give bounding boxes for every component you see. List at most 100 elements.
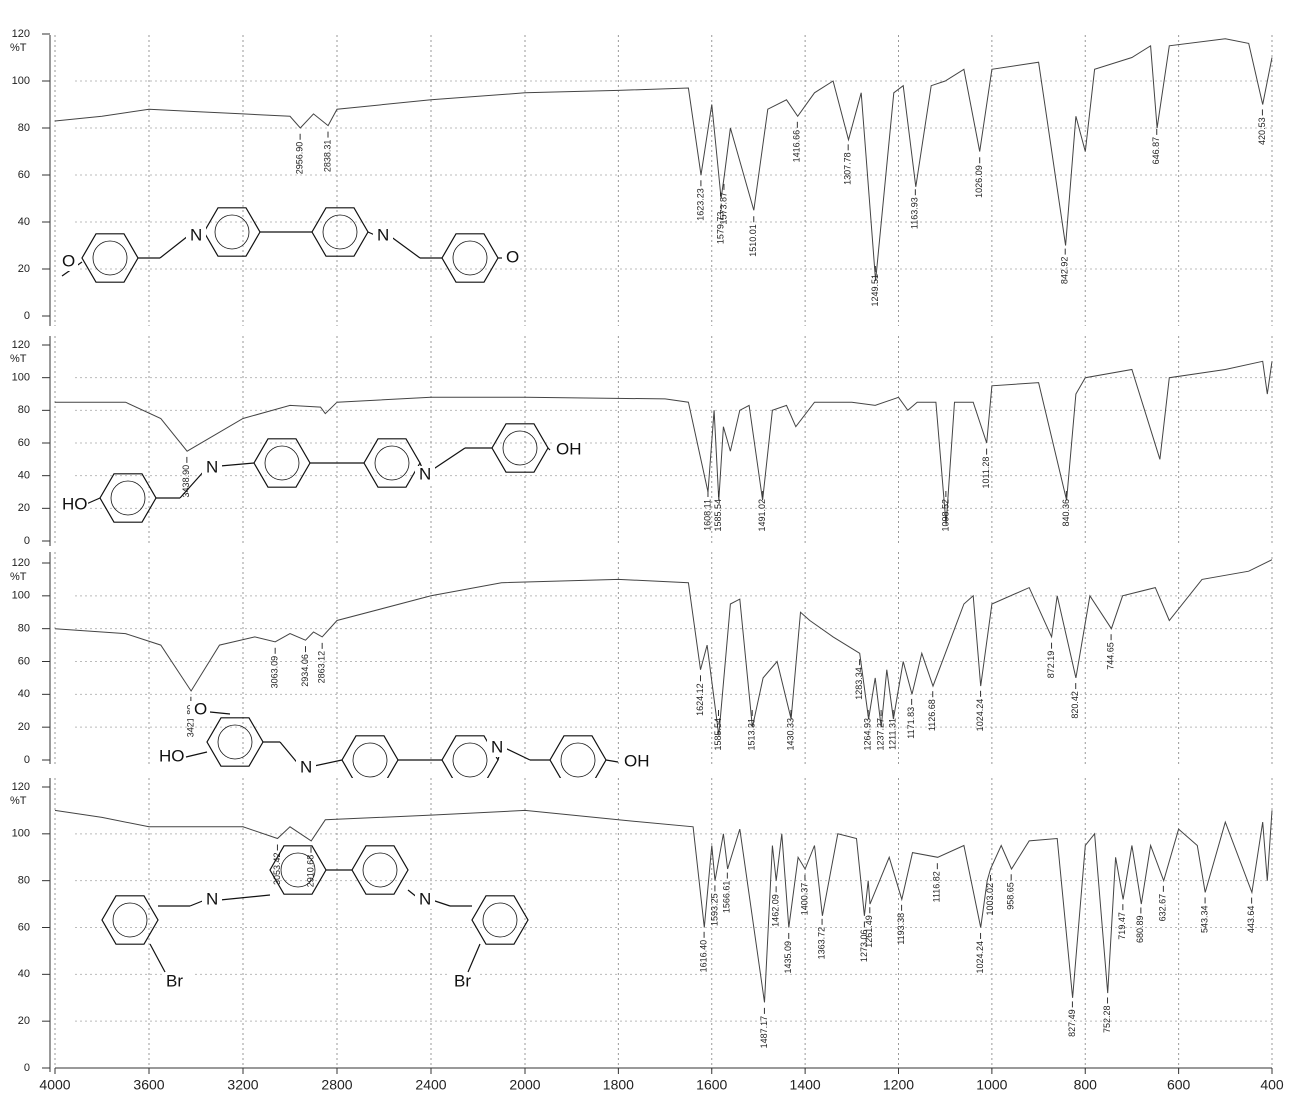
- peak-label: 1163.93: [910, 197, 920, 229]
- peak-label: 840.36: [1061, 499, 1071, 527]
- x-tick-label: 2000: [509, 1077, 540, 1093]
- y-tick-label: 40: [18, 688, 30, 700]
- peak-label: 1098.52: [940, 499, 950, 532]
- peak-label: 3438.90: [181, 465, 191, 498]
- peak-label: 1126.68: [927, 699, 937, 731]
- peak-label: 1513.31: [747, 718, 757, 751]
- peak-label: 744.65: [1105, 642, 1115, 670]
- y-axis-label: %T: [10, 42, 27, 54]
- peak-label: 1491.02: [757, 499, 767, 532]
- atom-label: N: [190, 225, 202, 244]
- x-tick-label: 1000: [976, 1077, 1007, 1093]
- panel-background: [52, 336, 1276, 546]
- y-tick-label: 0: [24, 310, 30, 322]
- peak-label: 1585.54: [713, 499, 723, 532]
- atom-label: O: [62, 251, 75, 270]
- y-tick-label: 20: [18, 721, 30, 733]
- atom-label: HO: [62, 494, 88, 513]
- y-tick-label: 60: [18, 921, 30, 933]
- x-tick-label: 400: [1260, 1077, 1284, 1093]
- peak-label: 543.34: [1199, 905, 1209, 933]
- peak-label: 646.87: [1151, 137, 1161, 165]
- page: 0 20 40 60 80 100 120 %T 2956.90 2838.31 1623.23 15…: [0, 0, 1293, 1098]
- atom-label: N: [377, 225, 389, 244]
- peak-label: 3063.09: [270, 656, 280, 689]
- y-tick-label: 0: [24, 535, 30, 547]
- peak-label: 443.64: [1246, 906, 1256, 934]
- peak-label: 1264.93: [863, 718, 873, 751]
- peak-label: 2863.12: [317, 651, 327, 684]
- y-tick-label: 0: [24, 1062, 30, 1074]
- peak-label: 2910.68: [305, 855, 315, 888]
- peak-label: 820.42: [1070, 691, 1080, 719]
- peak-label: 1283.34: [854, 667, 864, 700]
- y-axis-label: %T: [10, 353, 27, 365]
- peak-label: 1462.09: [771, 894, 781, 927]
- peak-label: 1024.24: [975, 941, 985, 974]
- x-tick-label: 1600: [696, 1077, 727, 1093]
- y-tick-label: 60: [18, 169, 30, 181]
- peak-label: 1261.49: [864, 915, 874, 948]
- y-tick-label: 80: [18, 623, 30, 635]
- atom-label: N: [419, 464, 431, 483]
- y-tick-label: 120: [12, 781, 30, 793]
- peak-label: 1593.25: [709, 893, 719, 926]
- y-tick-label: 20: [18, 1015, 30, 1027]
- peak-label: 1510.01: [748, 224, 758, 257]
- y-tick-label: 100: [12, 372, 30, 384]
- peak-label: 752.28: [1102, 1005, 1112, 1033]
- chart: 0 20 40 60 80 100 120 %T 2956.90 2838.31 1623.23 15…: [0, 0, 1293, 1098]
- peak-label: 1249.51: [870, 274, 880, 307]
- y-axis-label: %T: [10, 795, 27, 807]
- x-tick-label: 800: [1074, 1077, 1098, 1093]
- peak-label: 1416.66: [792, 130, 802, 163]
- y-tick-label: 120: [12, 339, 30, 351]
- peak-label: 632.67: [1158, 894, 1168, 922]
- y-tick-label: 0: [24, 754, 30, 766]
- y-tick-label: 40: [18, 470, 30, 482]
- panel-background: [52, 35, 1276, 326]
- peak-label: 1116.82: [932, 871, 942, 902]
- peak-label: 1435.09: [783, 941, 793, 974]
- atom-label: OH: [556, 439, 582, 458]
- y-tick-label: 100: [12, 75, 30, 87]
- peak-label: 1237.27: [875, 718, 885, 751]
- y-tick-label: 100: [12, 828, 30, 840]
- peak-label: 2956.90: [295, 142, 305, 175]
- peak-label: 1566.61: [722, 881, 732, 914]
- y-tick-label: 60: [18, 655, 30, 667]
- peak-label: 1616.40: [698, 940, 708, 973]
- atom-label: OH: [624, 751, 650, 770]
- peak-label: 1623.23: [695, 188, 705, 221]
- peak-label: 1624.12: [695, 683, 705, 716]
- atom-label: N: [206, 889, 218, 908]
- y-tick-label: 80: [18, 875, 30, 887]
- peak-label: 1573.87: [718, 192, 728, 225]
- x-tick-label: 1400: [790, 1077, 821, 1093]
- y-tick-label: 80: [18, 122, 30, 134]
- atom-label: Br: [166, 971, 183, 990]
- peak-label: 842.92: [1060, 257, 1070, 285]
- x-tick-label: 1200: [883, 1077, 914, 1093]
- peak-label: 2934.06: [300, 654, 310, 687]
- peak-label: 1003.02: [985, 883, 995, 916]
- peak-label: 827.49: [1067, 1009, 1077, 1037]
- x-tick-label: 2800: [321, 1077, 352, 1093]
- atom-label: N: [300, 757, 312, 776]
- peak-label: 872.19: [1046, 651, 1056, 679]
- peak-label: 1026.09: [974, 165, 984, 198]
- y-tick-label: 80: [18, 404, 30, 416]
- y-tick-label: 120: [12, 557, 30, 569]
- peak-label: 1011.28: [981, 457, 991, 489]
- y-tick-label: 20: [18, 502, 30, 514]
- x-tick-label: 1800: [603, 1077, 634, 1093]
- x-tick-label: 3600: [133, 1077, 164, 1093]
- y-tick-label: 60: [18, 437, 30, 449]
- peak-label: 2838.31: [322, 140, 332, 173]
- y-tick-label: 20: [18, 263, 30, 275]
- peak-label: 1585.54: [713, 718, 723, 751]
- x-tick-label: 2400: [415, 1077, 446, 1093]
- y-tick-label: 40: [18, 216, 30, 228]
- atom-label: HO: [159, 746, 185, 765]
- atom-label: Br: [454, 971, 471, 990]
